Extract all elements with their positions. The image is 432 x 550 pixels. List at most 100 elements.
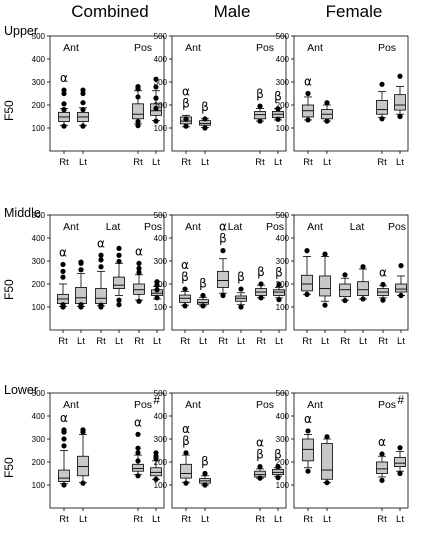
outlier-point-lower-combined	[135, 458, 141, 464]
x-tick-label-upper-female: Lt	[323, 157, 331, 168]
outlier-point-upper-combined	[61, 87, 67, 93]
annotation-beta-upper-male: β	[201, 100, 209, 114]
annotation-beta-middle-male: β	[219, 232, 227, 246]
y-tick-label-upper-male: 200	[154, 101, 168, 110]
x-tick-label-upper-female: Lt	[396, 157, 404, 168]
annotation-beta-upper-male: β	[256, 87, 264, 101]
y-tick-label-upper-combined: 300	[32, 78, 46, 87]
y-tick-label-upper-combined: 400	[32, 55, 46, 64]
x-tick-label-middle-male: Lt	[199, 336, 207, 347]
x-tick-label-upper-male: Rt	[181, 157, 191, 168]
panel-frame-upper-combined	[49, 35, 165, 152]
outlier-point-middle-combined	[154, 287, 160, 293]
outlier-point-middle-male	[200, 303, 206, 309]
outlier-point-upper-combined	[61, 101, 67, 107]
outlier-point-upper-combined	[153, 95, 159, 101]
panel-frame-upper-male	[171, 35, 287, 152]
outlier-point-middle-female	[322, 302, 328, 308]
annotation-beta-middle-male: β	[181, 270, 189, 284]
outlier-point-lower-male	[183, 480, 189, 486]
outlier-point-upper-female	[397, 73, 403, 79]
outlier-point-middle-combined	[98, 264, 104, 270]
region-label-middle-combined: Lat	[106, 221, 121, 233]
y-tick-label-lower-combined: 200	[32, 458, 46, 467]
annotation-hash-lower-combined: #	[153, 393, 160, 407]
annotation-alpha-middle-male: α	[181, 258, 189, 272]
x-tick-label-middle-female: Rt	[378, 336, 388, 347]
y-tick-label-middle-male: 500	[154, 211, 168, 220]
column-title-male: Male	[213, 2, 251, 21]
outlier-point-upper-combined	[153, 84, 159, 90]
box-lower-female	[376, 461, 388, 474]
annotation-alpha-lower-male: α	[182, 422, 190, 436]
y-tick-label-middle-combined: 400	[32, 234, 46, 243]
y-tick-label-upper-male: 100	[154, 124, 168, 133]
box-lower-combined	[58, 469, 70, 482]
outlier-point-lower-female	[397, 445, 403, 451]
outlier-point-middle-male	[220, 248, 226, 254]
outlier-point-middle-combined	[116, 252, 122, 258]
outlier-point-middle-female	[380, 297, 386, 303]
x-tick-label-lower-combined: Rt	[59, 514, 69, 525]
y-tick-label-upper-combined: 100	[32, 124, 46, 133]
annotation-beta-middle-male: β	[257, 265, 265, 279]
y-tick-label-lower-combined: 300	[32, 435, 46, 444]
x-tick-label-middle-combined: Rt	[58, 336, 68, 347]
box-lower-female	[321, 443, 333, 480]
x-tick-label-middle-combined: Rt	[96, 336, 106, 347]
x-tick-label-middle-male: Rt	[180, 336, 190, 347]
outlier-point-upper-male	[257, 118, 263, 124]
outlier-point-middle-combined	[98, 252, 104, 258]
outlier-point-middle-female	[360, 264, 366, 270]
y-tick-label-lower-male: 100	[154, 481, 168, 490]
outlier-point-upper-combined	[153, 118, 159, 124]
outlier-point-middle-combined	[98, 257, 104, 263]
outlier-point-upper-combined	[135, 94, 141, 100]
outlier-point-middle-combined	[116, 297, 122, 303]
outlier-point-middle-female	[342, 272, 348, 278]
y-tick-label-lower-female: 500	[276, 389, 290, 398]
y-tick-label-middle-female: 300	[276, 257, 290, 266]
outlier-point-lower-combined	[135, 445, 141, 451]
y-tick-label-lower-combined: 500	[32, 389, 46, 398]
outlier-point-middle-combined	[136, 269, 142, 276]
x-tick-label-lower-combined: Lt	[152, 514, 160, 525]
outlier-point-middle-combined	[136, 260, 142, 266]
y-tick-label-lower-male: 200	[154, 458, 168, 467]
outlier-point-middle-male	[258, 281, 264, 287]
row-title-lower: Lower	[4, 383, 39, 397]
x-tick-label-middle-male: Lt	[237, 336, 245, 347]
region-label-middle-male: Pos	[266, 221, 284, 233]
annotation-beta-upper-male: β	[182, 96, 190, 110]
outlier-point-lower-male	[275, 475, 281, 481]
box-middle-female	[319, 275, 331, 297]
y-tick-label-upper-female: 400	[276, 55, 290, 64]
outlier-point-middle-combined	[60, 302, 66, 308]
outlier-point-upper-male	[183, 123, 189, 129]
y-tick-label-middle-female: 400	[276, 234, 290, 243]
annotation-alpha-upper-male: α	[182, 84, 190, 98]
x-tick-label-lower-female: Rt	[303, 514, 313, 525]
outlier-point-upper-female	[324, 100, 330, 106]
box-lower-male	[180, 463, 192, 479]
outlier-point-lower-combined	[153, 450, 159, 456]
outlier-point-middle-male	[258, 295, 264, 301]
annotation-beta-upper-male: β	[274, 89, 282, 103]
outlier-point-middle-combined	[154, 295, 160, 301]
outlier-point-lower-male	[202, 470, 208, 477]
y-tick-label-middle-female: 500	[276, 211, 290, 220]
annotation-beta-middle-male: β	[275, 265, 283, 279]
region-label-lower-female: Pos	[378, 399, 396, 411]
box-middle-female	[357, 281, 369, 296]
outlier-point-middle-female	[342, 297, 348, 304]
column-title-combined: Combined	[71, 2, 149, 21]
x-tick-label-middle-female: Lt	[321, 336, 329, 347]
outlier-point-middle-female	[322, 251, 328, 257]
outlier-point-upper-combined	[153, 105, 159, 112]
region-label-lower-combined: Pos	[134, 399, 152, 411]
panel-frame-middle-female	[293, 214, 409, 331]
annotation-alpha-upper-female: α	[304, 75, 312, 89]
outlier-point-upper-male	[275, 116, 281, 122]
annotation-beta-lower-male: β	[182, 434, 190, 448]
outlier-point-middle-female	[304, 291, 310, 297]
